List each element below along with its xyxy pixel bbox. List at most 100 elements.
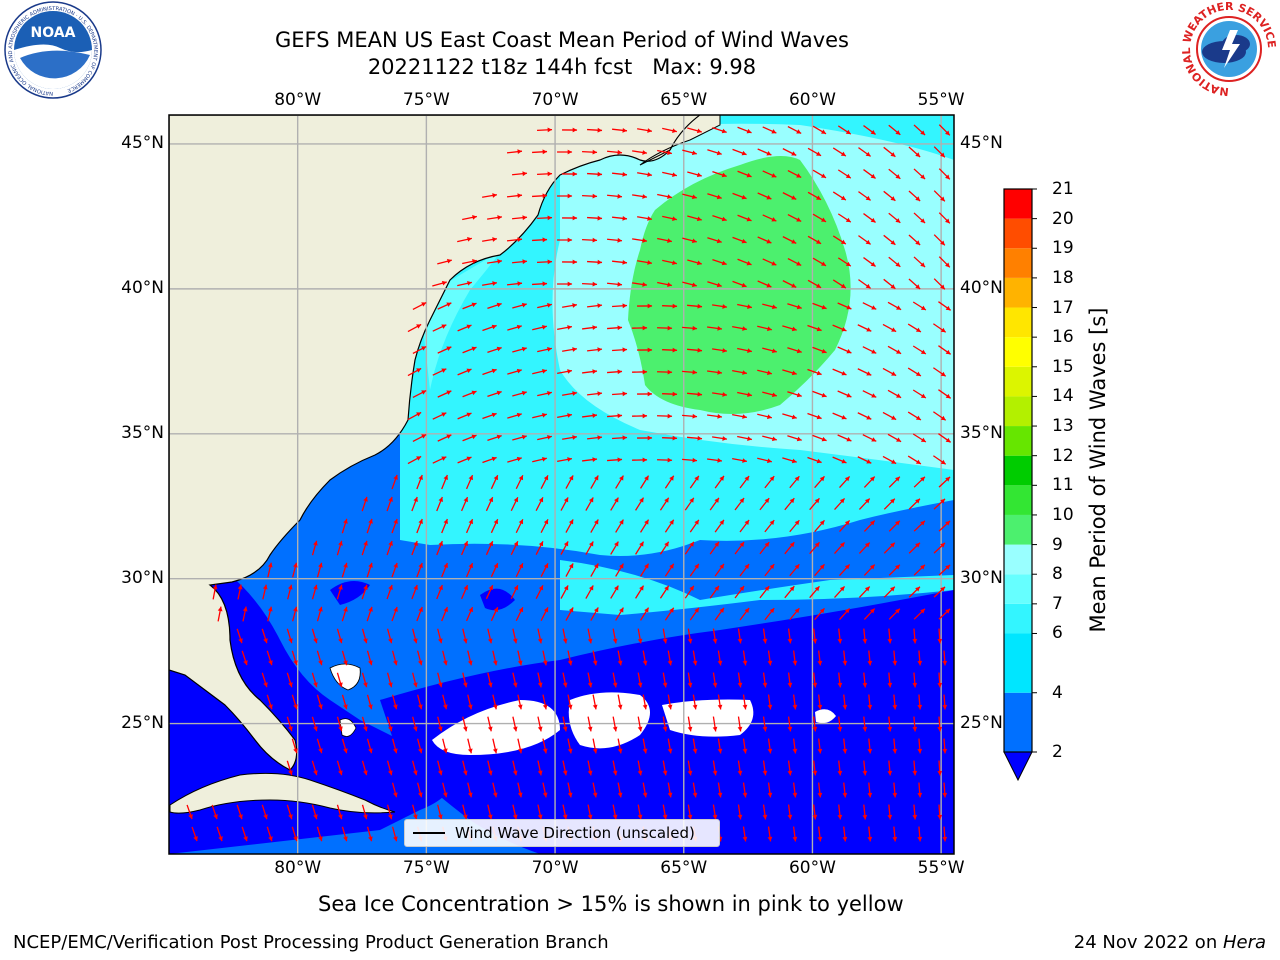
footer-branch: NCEP/EMC/Verification Post Processing Pr… — [13, 932, 609, 953]
wave-direction-arrow — [657, 281, 673, 287]
wave-direction-arrow — [487, 804, 493, 820]
colorbar-swatch — [1004, 574, 1032, 604]
wave-direction-arrow — [689, 563, 700, 577]
wave-direction-arrow — [812, 390, 827, 398]
wave-direction-arrow — [490, 518, 499, 534]
colorbar-tick-label: 13 — [1052, 416, 1074, 437]
wave-direction-arrow — [842, 694, 848, 710]
wave-direction-arrow — [562, 347, 578, 352]
colorbar-tick-label: 12 — [1052, 445, 1074, 466]
colorbar-swatch — [1004, 426, 1032, 456]
wave-direction-arrow — [632, 150, 648, 155]
wave-direction-arrow — [857, 412, 872, 420]
wave-direction-arrow — [687, 672, 693, 688]
wave-direction-arrow — [662, 215, 678, 222]
wave-direction-arrow — [892, 782, 898, 798]
colorbar — [1003, 188, 1037, 782]
wave-direction-arrow — [907, 367, 922, 377]
wave-direction-arrow — [714, 519, 725, 533]
wave-direction-arrow — [883, 146, 896, 158]
wave-direction-arrow — [557, 281, 573, 287]
wave-direction-arrow — [662, 760, 668, 776]
wave-direction-arrow — [635, 585, 645, 599]
colorbar-tick-label: 21 — [1052, 179, 1074, 199]
wave-direction-arrow — [862, 302, 877, 310]
wave-direction-arrow — [512, 390, 527, 397]
wave-direction-arrow — [917, 826, 923, 842]
wave-direction-arrow — [462, 760, 468, 776]
wave-direction-arrow — [467, 650, 473, 666]
wave-direction-arrow — [742, 694, 748, 710]
wave-direction-arrow — [615, 563, 624, 577]
wave-direction-arrow — [938, 433, 952, 443]
wave-direction-arrow — [261, 672, 268, 688]
wave-direction-arrow — [562, 804, 568, 820]
wave-direction-arrow — [612, 716, 618, 732]
wave-direction-arrow — [757, 325, 772, 332]
wave-direction-arrow — [412, 628, 418, 644]
wave-direction-arrow — [887, 433, 902, 443]
wave-direction-arrow — [587, 127, 603, 133]
wave-direction-arrow — [567, 694, 573, 710]
wave-direction-arrow — [366, 694, 373, 710]
wave-direction-arrow — [417, 694, 423, 710]
wave-direction-arrow — [712, 171, 727, 178]
wave-direction-arrow — [887, 301, 902, 311]
wave-direction-arrow — [687, 127, 702, 134]
wave-direction-arrow — [361, 672, 368, 688]
wave-direction-arrow — [607, 237, 623, 243]
wave-direction-arrow — [832, 456, 847, 464]
wave-direction-arrow — [732, 148, 747, 156]
wave-direction-arrow — [782, 148, 797, 156]
wave-direction-arrow — [512, 171, 528, 177]
wave-direction-arrow — [637, 128, 653, 133]
wave-direction-arrow — [689, 475, 700, 489]
wave-direction-arrow — [912, 345, 927, 355]
wave-direction-arrow — [635, 497, 645, 511]
wave-direction-arrow — [482, 456, 497, 464]
wave-direction-arrow — [908, 542, 921, 554]
wave-direction-arrow — [542, 738, 548, 754]
wave-direction-arrow — [266, 650, 273, 666]
wave-direction-arrow — [757, 457, 772, 464]
wave-direction-arrow — [557, 457, 573, 462]
wave-direction-arrow — [662, 171, 678, 178]
wave-direction-arrow — [858, 498, 871, 510]
wave-direction-arrow — [291, 694, 298, 710]
wave-direction-arrow — [732, 369, 748, 375]
wave-direction-arrow — [742, 650, 748, 666]
wave-direction-arrow — [657, 457, 673, 463]
wave-direction-arrow — [341, 694, 348, 710]
wave-direction-arrow — [532, 456, 547, 463]
wave-direction-arrow — [316, 562, 323, 578]
wave-direction-arrow — [737, 391, 753, 397]
wave-direction-arrow — [662, 435, 678, 441]
wave-direction-arrow — [512, 302, 527, 309]
wave-direction-arrow — [933, 498, 946, 510]
wave-direction-arrow — [642, 694, 648, 710]
wave-direction-arrow — [863, 520, 876, 532]
wave-direction-arrow — [316, 694, 323, 710]
wave-direction-arrow — [437, 760, 443, 776]
wave-direction-arrow — [662, 347, 678, 353]
wave-direction-arrow — [717, 738, 723, 754]
wave-direction-arrow — [437, 258, 452, 265]
wave-direction-arrow — [512, 672, 518, 688]
wave-direction-arrow — [787, 672, 793, 688]
wave-direction-arrow — [412, 389, 427, 399]
wave-direction-arrow — [286, 716, 293, 732]
wave-direction-arrow — [687, 435, 703, 441]
wave-direction-arrow — [292, 606, 298, 622]
colorbar-label: Mean Period of Wind Waves [s] — [1086, 307, 1110, 633]
wave-direction-arrow — [407, 323, 422, 333]
wave-direction-arrow — [617, 694, 623, 710]
wave-direction-arrow — [933, 411, 947, 421]
wave-direction-arrow — [809, 497, 820, 511]
wave-direction-arrow — [913, 476, 926, 488]
wave-direction-arrow — [762, 214, 777, 222]
svg-text:NOAA: NOAA — [31, 25, 76, 41]
wave-direction-arrow — [812, 169, 827, 179]
wave-direction-arrow — [787, 716, 793, 732]
wave-direction-arrow — [460, 540, 469, 556]
wave-direction-arrow — [657, 237, 673, 243]
